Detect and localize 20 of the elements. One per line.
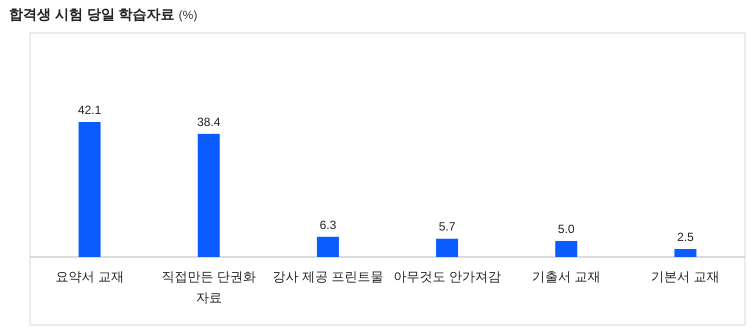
bar [198, 134, 220, 257]
bar [674, 248, 696, 257]
bar [555, 240, 578, 257]
chart-subtitle: (%) [178, 8, 198, 22]
x-tick-label: 직접만든 단권화 자료 [161, 269, 256, 305]
data-label: 6.3 [320, 218, 337, 232]
title: 합격생 시험 당일 학습자료 [9, 6, 175, 22]
x-tick-label: 기본서 교재 [651, 269, 720, 284]
data-label: 38.4 [197, 114, 221, 129]
x-tick-label: 아무것도 안가져감 [393, 269, 501, 284]
x-tick-label: 강사 제공 프린트물 [272, 269, 384, 284]
data-label: 2.5 [677, 230, 694, 244]
data-label: 42.1 [78, 103, 102, 117]
bar [316, 236, 339, 257]
x-tick-label: 기출서 교재 [532, 269, 601, 284]
data-label: 5.7 [438, 220, 456, 234]
bar [436, 238, 458, 257]
bar [78, 122, 101, 257]
x-tick-label: 요약서 교재 [55, 269, 124, 284]
data-label: 5.0 [558, 222, 575, 236]
